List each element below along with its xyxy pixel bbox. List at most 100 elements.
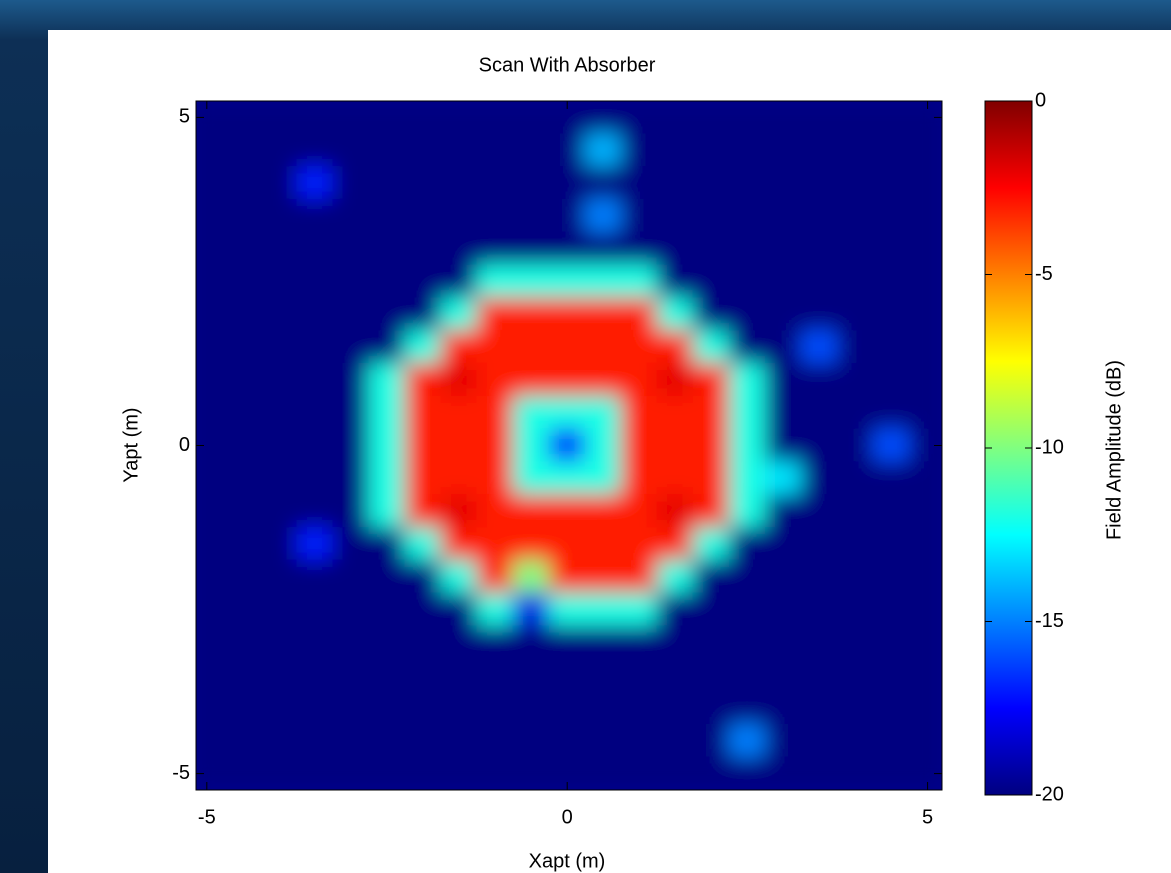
heatmap-cell (837, 429, 874, 463)
heatmap-cell (549, 330, 586, 364)
heatmap-cell (296, 757, 333, 791)
heatmap-cell (837, 297, 874, 331)
heatmap-cell (801, 265, 838, 299)
heatmap-cell (909, 691, 946, 725)
heatmap-cell (513, 429, 550, 463)
heatmap-cell (549, 265, 586, 299)
heatmap-cell (332, 396, 369, 430)
heatmap-cell (405, 625, 442, 659)
heatmap-cell (441, 691, 478, 725)
heatmap-cell (368, 330, 405, 364)
heatmap-cell (441, 625, 478, 659)
heatmap-cell (801, 232, 838, 266)
heatmap-cell (368, 461, 405, 495)
heatmap-cell (909, 133, 946, 167)
heatmap-cell (837, 330, 874, 364)
heatmap (188, 101, 946, 791)
heatmap-cell (873, 757, 910, 791)
heatmap-cell (729, 461, 766, 495)
heatmap-cell (909, 396, 946, 430)
heatmap-cell (368, 101, 405, 135)
heatmap-cell (477, 494, 514, 528)
heatmap-cell (765, 658, 802, 692)
heatmap-cell (909, 461, 946, 495)
heatmap-cell (621, 133, 658, 167)
heatmap-cell (729, 101, 766, 135)
heatmap-cell (296, 396, 333, 430)
heatmap-cell (585, 101, 622, 135)
heatmap-cell (260, 396, 297, 430)
heatmap-cell (405, 757, 442, 791)
heatmap-cell (513, 560, 550, 594)
heatmap-cell (765, 757, 802, 791)
heatmap-cell (909, 658, 946, 692)
heatmap-cell (224, 396, 261, 430)
heatmap-cell (441, 527, 478, 561)
heatmap-cell (621, 166, 658, 200)
heatmap-cell (657, 166, 694, 200)
heatmap-cell (296, 101, 333, 135)
heatmap-cell (873, 724, 910, 758)
heatmap-cell (909, 625, 946, 659)
heatmap-cell (837, 560, 874, 594)
heatmap-cell (693, 560, 730, 594)
heatmap-cell (405, 396, 442, 430)
chart-title: Scan With Absorber (479, 54, 656, 76)
heatmap-cell (260, 265, 297, 299)
heatmap-cell (224, 724, 261, 758)
heatmap-cell (260, 166, 297, 200)
heatmap-cell (549, 166, 586, 200)
heatmap-cell (296, 593, 333, 627)
heatmap-cell (801, 593, 838, 627)
heatmap-cell (296, 232, 333, 266)
heatmap-cell (296, 429, 333, 463)
y-tick-label: -5 (172, 762, 190, 784)
heatmap-cell (657, 560, 694, 594)
heatmap-cell (729, 658, 766, 692)
heatmap-cell (621, 494, 658, 528)
heatmap-cell (693, 691, 730, 725)
heatmap-cell (765, 133, 802, 167)
heatmap-cell (296, 527, 333, 561)
heatmap-cell (224, 560, 261, 594)
heatmap-cell (441, 658, 478, 692)
heatmap-cell (296, 724, 333, 758)
heatmap-cell (837, 232, 874, 266)
heatmap-cell (657, 265, 694, 299)
heatmap-cell (332, 265, 369, 299)
heatmap-cell (477, 166, 514, 200)
heatmap-cell (477, 232, 514, 266)
heatmap-cell (909, 166, 946, 200)
heatmap-cell (765, 527, 802, 561)
heatmap-cell (224, 527, 261, 561)
heatmap-cell (513, 166, 550, 200)
heatmap-cell (549, 461, 586, 495)
heatmap-cell (332, 593, 369, 627)
heatmap-cell (549, 724, 586, 758)
heatmap-cell (693, 724, 730, 758)
heatmap-cell (585, 363, 622, 397)
heatmap-cell (477, 724, 514, 758)
heatmap-cell (549, 396, 586, 430)
heatmap-cell (873, 330, 910, 364)
heatmap-cell (224, 494, 261, 528)
heatmap-cell (224, 297, 261, 331)
heatmap-cell (657, 494, 694, 528)
heatmap-cell (729, 724, 766, 758)
heatmap-cell (332, 560, 369, 594)
heatmap-cell (585, 724, 622, 758)
y-axis-label: Yapt (m) (120, 407, 142, 482)
heatmap-cell (801, 757, 838, 791)
colorbar-tick-label: -5 (1035, 263, 1053, 285)
heatmap-cell (368, 133, 405, 167)
heatmap-cell (260, 199, 297, 233)
heatmap-cell (873, 527, 910, 561)
heatmap-cell (549, 133, 586, 167)
heatmap-cell (693, 101, 730, 135)
heatmap-cell (513, 625, 550, 659)
heatmap-cell (260, 625, 297, 659)
heatmap-cell (477, 757, 514, 791)
heatmap-cell (693, 363, 730, 397)
heatmap-cell (368, 658, 405, 692)
heatmap-cell (621, 363, 658, 397)
